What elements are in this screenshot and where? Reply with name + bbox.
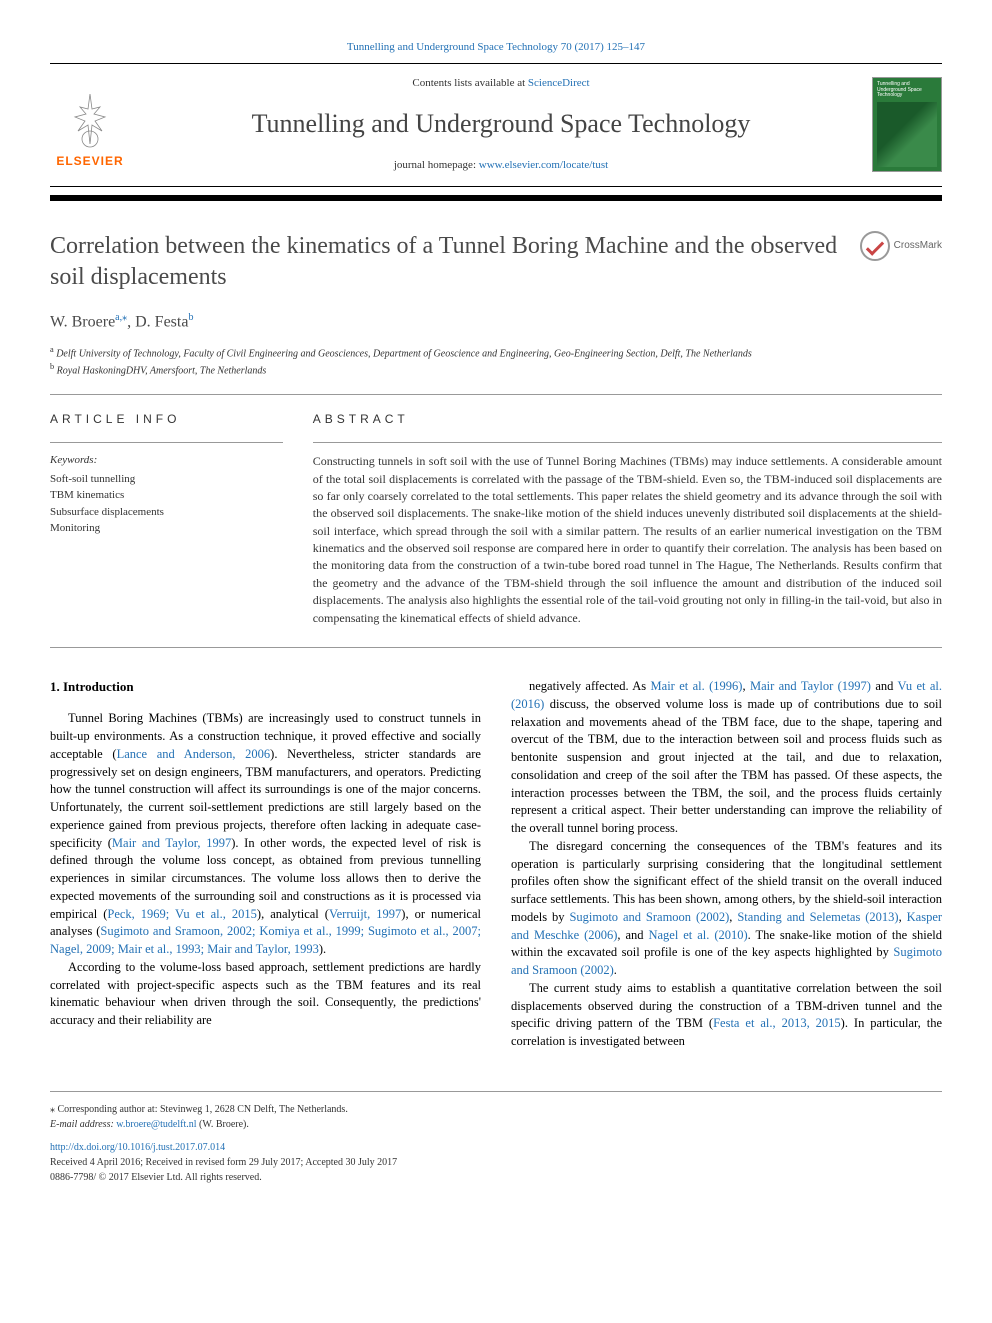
footer: ⁎ Corresponding author at: Stevinweg 1, …	[50, 1091, 942, 1185]
affiliation-a: a Delft University of Technology, Facult…	[50, 344, 942, 361]
affiliation-b: b Royal HaskoningDHV, Amersfoort, The Ne…	[50, 361, 942, 378]
journal-header: ELSEVIER Contents lists available at Sci…	[50, 63, 942, 186]
keywords-list: Soft-soil tunnelling TBM kinematics Subs…	[50, 471, 283, 537]
elsevier-logo: ELSEVIER	[50, 80, 130, 170]
doi-link[interactable]: http://dx.doi.org/10.1016/j.tust.2017.07…	[50, 1140, 942, 1155]
journal-cover: Tunnelling and Underground Space Technol…	[872, 77, 942, 172]
divider	[50, 394, 942, 395]
crossmark-icon	[860, 231, 890, 261]
body-paragraph: The disregard concerning the consequence…	[511, 838, 942, 980]
keywords-label: Keywords:	[50, 453, 283, 468]
body-paragraph: negatively affected. As Mair et al. (199…	[511, 678, 942, 838]
keyword: Monitoring	[50, 520, 283, 537]
divider	[50, 647, 942, 648]
keyword: Subsurface displacements	[50, 504, 283, 521]
email-link[interactable]: w.broere@tudelft.nl	[116, 1119, 196, 1130]
authors: W. Broerea,⁎, D. Festab	[50, 311, 942, 334]
copyright-line: 0886-7798/ © 2017 Elsevier Ltd. All righ…	[50, 1170, 942, 1185]
section-heading: 1. Introduction	[50, 678, 481, 696]
homepage-link[interactable]: www.elsevier.com/locate/tust	[479, 159, 608, 171]
keyword: Soft-soil tunnelling	[50, 471, 283, 488]
dates-line: Received 4 April 2016; Received in revis…	[50, 1155, 942, 1170]
body-paragraph: Tunnel Boring Machines (TBMs) are increa…	[50, 710, 481, 959]
cover-title: Tunnelling and Underground Space Technol…	[877, 82, 937, 99]
divider	[313, 442, 942, 443]
citation-line: Tunnelling and Underground Space Technol…	[50, 40, 942, 55]
journal-title: Tunnelling and Underground Space Technol…	[130, 106, 872, 142]
header-divider	[50, 195, 942, 201]
elsevier-text: ELSEVIER	[56, 153, 123, 170]
crossmark-label: CrossMark	[894, 239, 942, 253]
body-paragraph: According to the volume-loss based appro…	[50, 959, 481, 1030]
body-paragraph: The current study aims to establish a qu…	[511, 980, 942, 1051]
corresponding-author: ⁎ Corresponding author at: Stevinweg 1, …	[50, 1102, 942, 1117]
divider	[50, 442, 283, 443]
cover-image	[877, 102, 937, 168]
elsevier-tree-icon	[60, 89, 120, 149]
affiliations: a Delft University of Technology, Facult…	[50, 344, 942, 379]
article-title: Correlation between the kinematics of a …	[50, 231, 860, 293]
journal-homepage: journal homepage: www.elsevier.com/locat…	[130, 158, 872, 173]
keyword: TBM kinematics	[50, 487, 283, 504]
contents-available: Contents lists available at ScienceDirec…	[130, 76, 872, 91]
sciencedirect-link[interactable]: ScienceDirect	[528, 77, 590, 89]
article-info-heading: ARTICLE INFO	[50, 411, 283, 428]
abstract-text: Constructing tunnels in soft soil with t…	[313, 453, 942, 627]
crossmark-badge[interactable]: CrossMark	[860, 231, 942, 261]
email-line: E-mail address: w.broere@tudelft.nl (W. …	[50, 1117, 942, 1132]
abstract-heading: ABSTRACT	[313, 411, 942, 428]
